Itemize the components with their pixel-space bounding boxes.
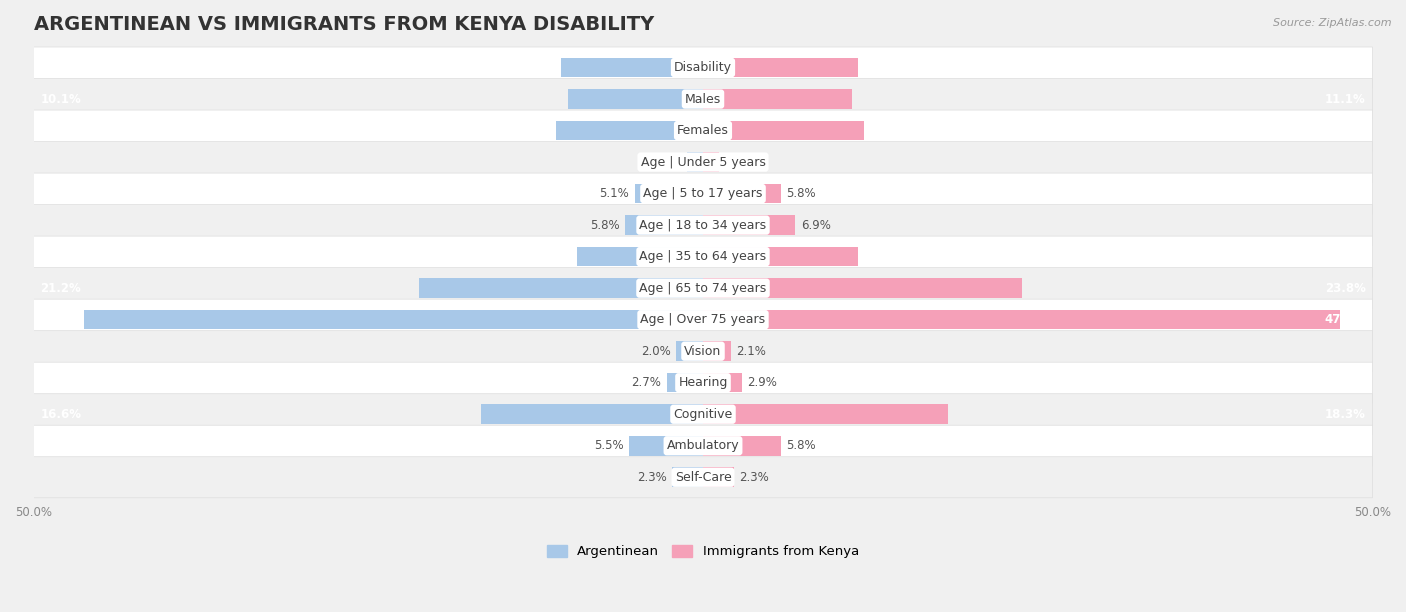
Text: 11.0%: 11.0% [41, 124, 82, 137]
Bar [630, 436, 703, 455]
FancyBboxPatch shape [34, 141, 1372, 182]
Text: 5.8%: 5.8% [591, 218, 620, 231]
Text: Age | Under 5 years: Age | Under 5 years [641, 155, 765, 168]
Text: Disability: Disability [673, 61, 733, 74]
Bar [688, 152, 703, 172]
Bar [703, 184, 780, 203]
Text: 18.3%: 18.3% [1324, 408, 1365, 420]
Text: Males: Males [685, 92, 721, 105]
Bar [419, 278, 703, 298]
FancyBboxPatch shape [34, 457, 1372, 498]
FancyBboxPatch shape [34, 78, 1372, 119]
Text: 1.2%: 1.2% [652, 155, 682, 168]
Text: 11.6%: 11.6% [1324, 250, 1365, 263]
FancyBboxPatch shape [34, 330, 1372, 371]
Bar [676, 341, 703, 361]
FancyBboxPatch shape [34, 299, 1372, 340]
Text: Source: ZipAtlas.com: Source: ZipAtlas.com [1274, 18, 1392, 28]
Bar [576, 247, 703, 266]
FancyBboxPatch shape [34, 362, 1372, 403]
Text: 47.6%: 47.6% [1324, 313, 1365, 326]
Bar [703, 89, 852, 109]
Text: 11.6%: 11.6% [1324, 61, 1365, 74]
FancyBboxPatch shape [34, 236, 1372, 277]
FancyBboxPatch shape [34, 267, 1372, 308]
Text: ARGENTINEAN VS IMMIGRANTS FROM KENYA DISABILITY: ARGENTINEAN VS IMMIGRANTS FROM KENYA DIS… [34, 15, 654, 34]
Text: 6.9%: 6.9% [801, 218, 831, 231]
Text: 10.6%: 10.6% [41, 61, 82, 74]
Bar [481, 405, 703, 424]
Legend: Argentinean, Immigrants from Kenya: Argentinean, Immigrants from Kenya [547, 545, 859, 558]
Bar [703, 152, 718, 172]
Text: 1.2%: 1.2% [724, 155, 754, 168]
Text: 10.1%: 10.1% [41, 92, 82, 105]
Text: Age | 35 to 64 years: Age | 35 to 64 years [640, 250, 766, 263]
Bar [703, 58, 858, 77]
Bar [672, 468, 703, 487]
Text: Age | 65 to 74 years: Age | 65 to 74 years [640, 282, 766, 294]
Text: Age | 18 to 34 years: Age | 18 to 34 years [640, 218, 766, 231]
FancyBboxPatch shape [34, 47, 1372, 88]
Text: 5.8%: 5.8% [786, 187, 815, 200]
Bar [626, 215, 703, 235]
Text: Vision: Vision [685, 345, 721, 357]
Bar [666, 373, 703, 392]
Bar [703, 247, 858, 266]
Text: 2.9%: 2.9% [747, 376, 778, 389]
Bar [555, 121, 703, 140]
Text: 2.1%: 2.1% [737, 345, 766, 357]
Bar [703, 373, 742, 392]
Text: Self-Care: Self-Care [675, 471, 731, 483]
FancyBboxPatch shape [34, 204, 1372, 245]
Text: Cognitive: Cognitive [673, 408, 733, 420]
Bar [703, 278, 1022, 298]
Bar [703, 121, 863, 140]
Text: 2.3%: 2.3% [740, 471, 769, 483]
Text: 16.6%: 16.6% [41, 408, 82, 420]
Text: Ambulatory: Ambulatory [666, 439, 740, 452]
Text: Hearing: Hearing [678, 376, 728, 389]
Bar [84, 310, 703, 329]
Text: 21.2%: 21.2% [41, 282, 82, 294]
Bar [561, 58, 703, 77]
Bar [703, 405, 948, 424]
Text: 23.8%: 23.8% [1324, 282, 1365, 294]
Text: 2.7%: 2.7% [631, 376, 661, 389]
Text: 2.0%: 2.0% [641, 345, 671, 357]
FancyBboxPatch shape [34, 394, 1372, 435]
Text: 11.1%: 11.1% [1324, 92, 1365, 105]
FancyBboxPatch shape [34, 110, 1372, 151]
Bar [568, 89, 703, 109]
Text: 5.8%: 5.8% [786, 439, 815, 452]
Text: 5.1%: 5.1% [599, 187, 630, 200]
Bar [634, 184, 703, 203]
FancyBboxPatch shape [34, 425, 1372, 466]
FancyBboxPatch shape [34, 173, 1372, 214]
Text: Age | Over 75 years: Age | Over 75 years [641, 313, 765, 326]
Bar [703, 310, 1340, 329]
Bar [703, 468, 734, 487]
Bar [703, 341, 731, 361]
Text: 2.3%: 2.3% [637, 471, 666, 483]
Text: 9.4%: 9.4% [41, 250, 73, 263]
Text: Females: Females [678, 124, 728, 137]
Text: 46.2%: 46.2% [41, 313, 82, 326]
Bar [703, 436, 780, 455]
Text: 5.5%: 5.5% [595, 439, 624, 452]
Bar [703, 215, 796, 235]
Text: Age | 5 to 17 years: Age | 5 to 17 years [644, 187, 762, 200]
Text: 12.0%: 12.0% [1324, 124, 1365, 137]
